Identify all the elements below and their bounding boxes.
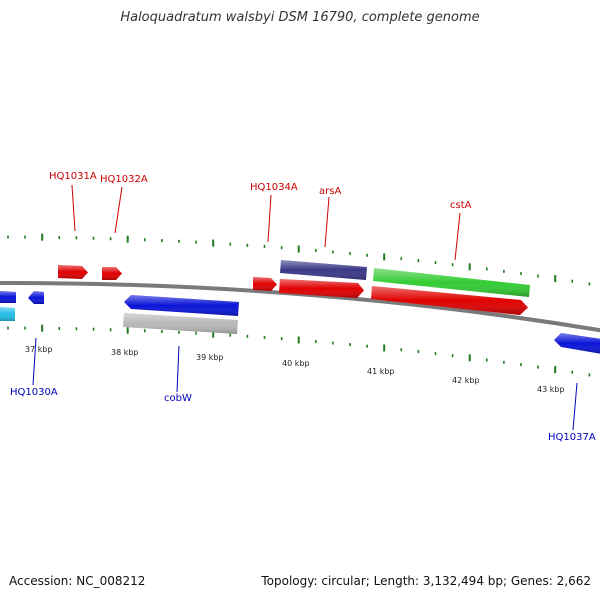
gene-arsa[interactable] [279,279,364,298]
scale-label: 42 kbp [452,376,480,385]
accession-text: Accession: NC_008212 [9,574,146,588]
gene-label-hq1034a: HQ1034A [250,182,298,193]
gene-hq1037a[interactable] [554,333,600,354]
scale-label: 38 kbp [111,348,139,357]
gene-label-csta: cstA [450,200,472,211]
scale-label: 40 kbp [282,359,310,368]
gene-cobw[interactable] [124,295,239,316]
gene-arsa-feature[interactable] [280,260,367,280]
scale-label: 37 kbp [25,345,53,354]
gene-hq1031a[interactable] [58,265,88,279]
scale-label: 41 kbp [367,367,395,376]
gene-hq1032a[interactable] [102,267,122,280]
gene-cstA-feature[interactable] [373,268,530,297]
gene-partial-left[interactable] [0,291,16,303]
tick-row-upper [7,233,591,286]
gene-cstA[interactable] [371,286,528,315]
gene-label-cobw: cobW [164,393,192,404]
gene-label-hq1030a: HQ1030A [10,387,58,398]
gene-cobw-feature[interactable] [123,313,238,334]
gene-partial-left-cyan[interactable] [0,307,15,321]
gene-hq1034a[interactable] [253,277,277,291]
tick-row-lower [7,324,591,377]
gene-hq1030a[interactable] [28,291,44,304]
scale-label: 39 kbp [196,353,224,362]
gene-label-hq1031a: HQ1031A [49,171,97,182]
genome-title: Haloquadratum walsbyi DSM 16790, complet… [120,10,480,25]
gene-label-arsa: arsA [319,186,341,197]
gene-label-hq1032a: HQ1032A [100,174,148,185]
label-leaders [32,184,578,431]
scale-label: 43 kbp [537,385,565,394]
genome-summary-text: Topology: circular; Length: 3,132,494 bp… [261,574,591,588]
gene-label-hq1037a: HQ1037A [548,432,596,443]
